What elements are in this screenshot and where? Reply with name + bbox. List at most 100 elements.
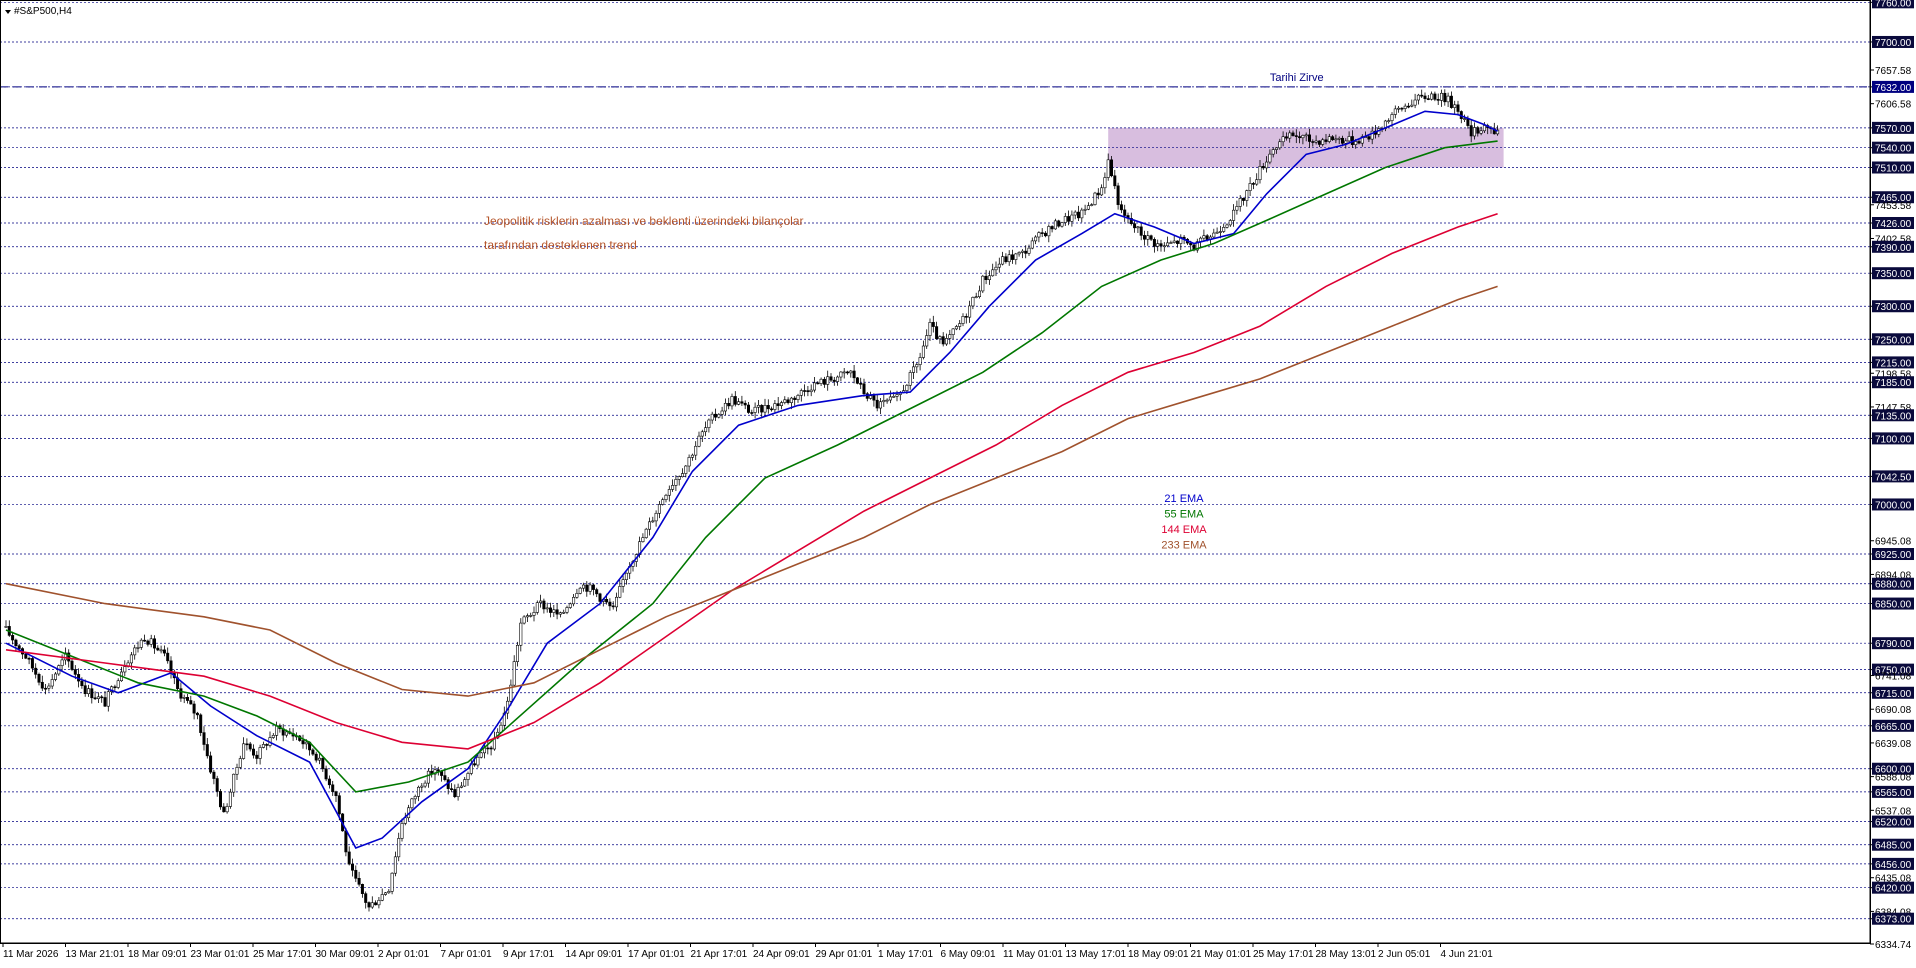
candle-body [915,364,919,368]
candle-body [1410,104,1414,107]
candle-body [667,489,671,496]
candle [1080,207,1084,223]
candle [357,871,361,887]
candle [819,377,823,387]
candle [1433,91,1437,102]
candle-body [321,757,325,770]
candle [238,755,242,770]
candle-body [1430,93,1434,100]
candle-body [1423,95,1427,99]
candle [621,573,625,593]
candle-body [156,647,160,651]
candle [618,580,622,599]
candle [186,693,190,704]
candle [1423,92,1427,103]
candle [512,655,516,687]
candle [1258,160,1262,184]
candle-body [562,611,566,614]
price-label: 6537.08 [1875,806,1912,817]
candle-body [743,402,747,406]
candle-body [1440,92,1444,101]
candle [1057,219,1061,228]
candle [832,376,836,386]
time-label: 14 Apr 09:01 [566,949,623,960]
candle-body [34,667,38,675]
candle-body [1063,216,1067,223]
candle-body [852,370,856,379]
candle [14,638,18,652]
candle-body [30,658,34,669]
candle [153,635,157,654]
candle-body [1416,94,1420,101]
candle [885,398,889,404]
55-ema-line [5,140,1498,793]
candle [416,785,420,802]
candle-body [1337,137,1341,140]
candle-body [1327,136,1331,142]
candle [219,789,223,810]
candle [931,315,935,333]
candle-body [1060,222,1064,227]
legend-entry: 55 EMA [1164,509,1204,521]
price-label-box [1872,80,1914,93]
candle-body [1001,256,1005,265]
candle [1090,203,1094,207]
candle [674,475,678,491]
candle-body [1473,127,1477,137]
candle-body [252,748,256,756]
candle-body [984,275,988,281]
candle-body [661,499,665,505]
candle-body [1235,206,1239,211]
candle-body [162,649,166,654]
candle-body [1034,236,1038,242]
candle-body [522,616,526,624]
candle-body [199,714,203,733]
candle-body [1050,226,1054,230]
candle-body [265,744,269,746]
candle-body [1357,141,1361,144]
price-label-box [1872,857,1914,870]
candle-body [664,494,668,500]
candle-body [1321,139,1325,145]
price-label: 7760.00 [1875,0,1912,9]
candle [829,373,833,383]
candle-body [24,653,28,659]
candle-body [123,666,127,673]
candle [1106,153,1110,181]
candle [1166,236,1170,248]
candle-body [789,397,793,403]
candle [826,370,830,391]
candle-body [1281,136,1285,143]
candle [647,517,651,536]
21-ema-line [5,110,1498,849]
candle-body [367,902,371,908]
candle-body [776,403,780,406]
candle [641,533,645,543]
candle [1050,225,1054,233]
candle [756,399,760,414]
candle [1407,102,1411,109]
candle-body [832,379,836,382]
time-label: 1 May 17:01 [878,949,933,960]
price-label: 7390.00 [1875,243,1912,254]
candle [360,883,364,898]
candle [624,572,628,585]
candle [588,582,592,595]
candle-body [1086,205,1090,210]
candle [327,775,331,789]
candle-body [812,382,816,391]
ema-lines-layer [5,110,1498,849]
candle [816,381,820,385]
candle [1245,189,1249,207]
candle [1143,230,1147,246]
candle-body [225,806,229,813]
candle-body [1156,243,1160,247]
candle [53,672,57,682]
candle [1169,240,1173,244]
candle-body [1212,232,1216,238]
candle [423,780,427,789]
candle [723,398,727,416]
candle [321,757,325,772]
candle-body [1195,241,1199,251]
candle-body [1189,242,1193,246]
